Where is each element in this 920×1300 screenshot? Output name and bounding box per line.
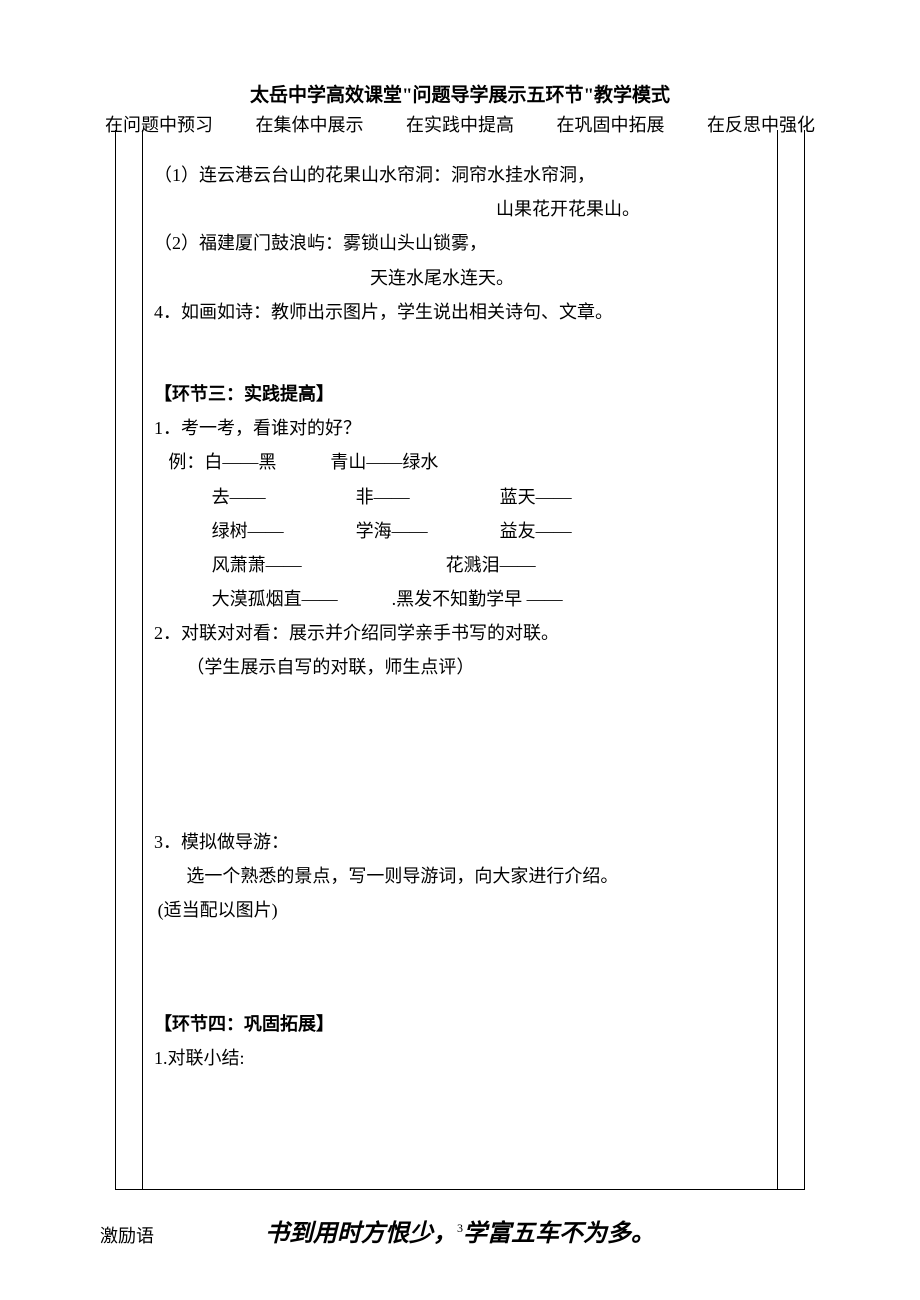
page-footer: 激励语 书到用时方恨少，3学富五车不为多。 (0, 1213, 920, 1248)
section-3-item-2a: 2．对联对对看：展示并介绍同学亲手书写的对联。 (154, 616, 766, 650)
exercise-row-1: 去—— 非—— 蓝天—— (154, 480, 766, 514)
quote-part-a: 书到用时方恨少， (265, 1221, 457, 1247)
example-2-line-a: （2）福建厦门鼓浪屿：雾锁山头山锁雾， (154, 226, 766, 260)
section-3-item-1: 1．考一考，看谁对的好？ (154, 411, 766, 445)
page-title: 太岳中学高效课堂"问题导学展示五环节"教学模式 (0, 0, 920, 107)
exercise-row-2: 绿树—— 学海—— 益友—— (154, 514, 766, 548)
left-margin-rule (142, 130, 143, 1189)
content-frame: （1）连云港云台山的花果山水帘洞：洞帘水挂水帘洞， 山果花开花果山。 （2）福建… (115, 130, 805, 1190)
section-3-title: 【环节三：实践提高】 (154, 377, 766, 411)
right-margin-rule (777, 130, 778, 1189)
exercise-row-4: 大漠孤烟直—— .黑发不知勤学早 —— (154, 582, 766, 616)
blank-space (154, 685, 766, 825)
example-2-line-b: 天连水尾水连天。 (154, 261, 766, 295)
section-4-item-1: 1.对联小结: (154, 1041, 766, 1075)
exercise-row-3: 风萧萧—— 花溅泪—— (154, 548, 766, 582)
section-3-item-3b: 选一个熟悉的景点，写一则导游词，向大家进行介绍。 (154, 859, 766, 893)
quote-part-b: 学富五车不为多。 (463, 1221, 655, 1247)
section-3-item-3a: 3．模拟做导游： (154, 825, 766, 859)
motivation-label: 激励语 (100, 1222, 154, 1248)
section-3-item-3c: (适当配以图片) (154, 893, 766, 927)
item-4-text: 4．如画如诗：教师出示图片，学生说出相关诗句、文章。 (154, 295, 766, 329)
lesson-content: （1）连云港云台山的花果山水帘洞：洞帘水挂水帘洞， 山果花开花果山。 （2）福建… (154, 130, 766, 1076)
example-1-line-a: （1）连云港云台山的花果山水帘洞：洞帘水挂水帘洞， (154, 158, 766, 192)
section-4-title: 【环节四：巩固拓展】 (154, 1007, 766, 1041)
section-3-item-2b: （学生展示自写的对联，师生点评） (154, 650, 766, 684)
exercise-example: 例：白——黑 青山——绿水 (154, 445, 766, 479)
example-1-line-b: 山果花开花果山。 (154, 192, 766, 226)
